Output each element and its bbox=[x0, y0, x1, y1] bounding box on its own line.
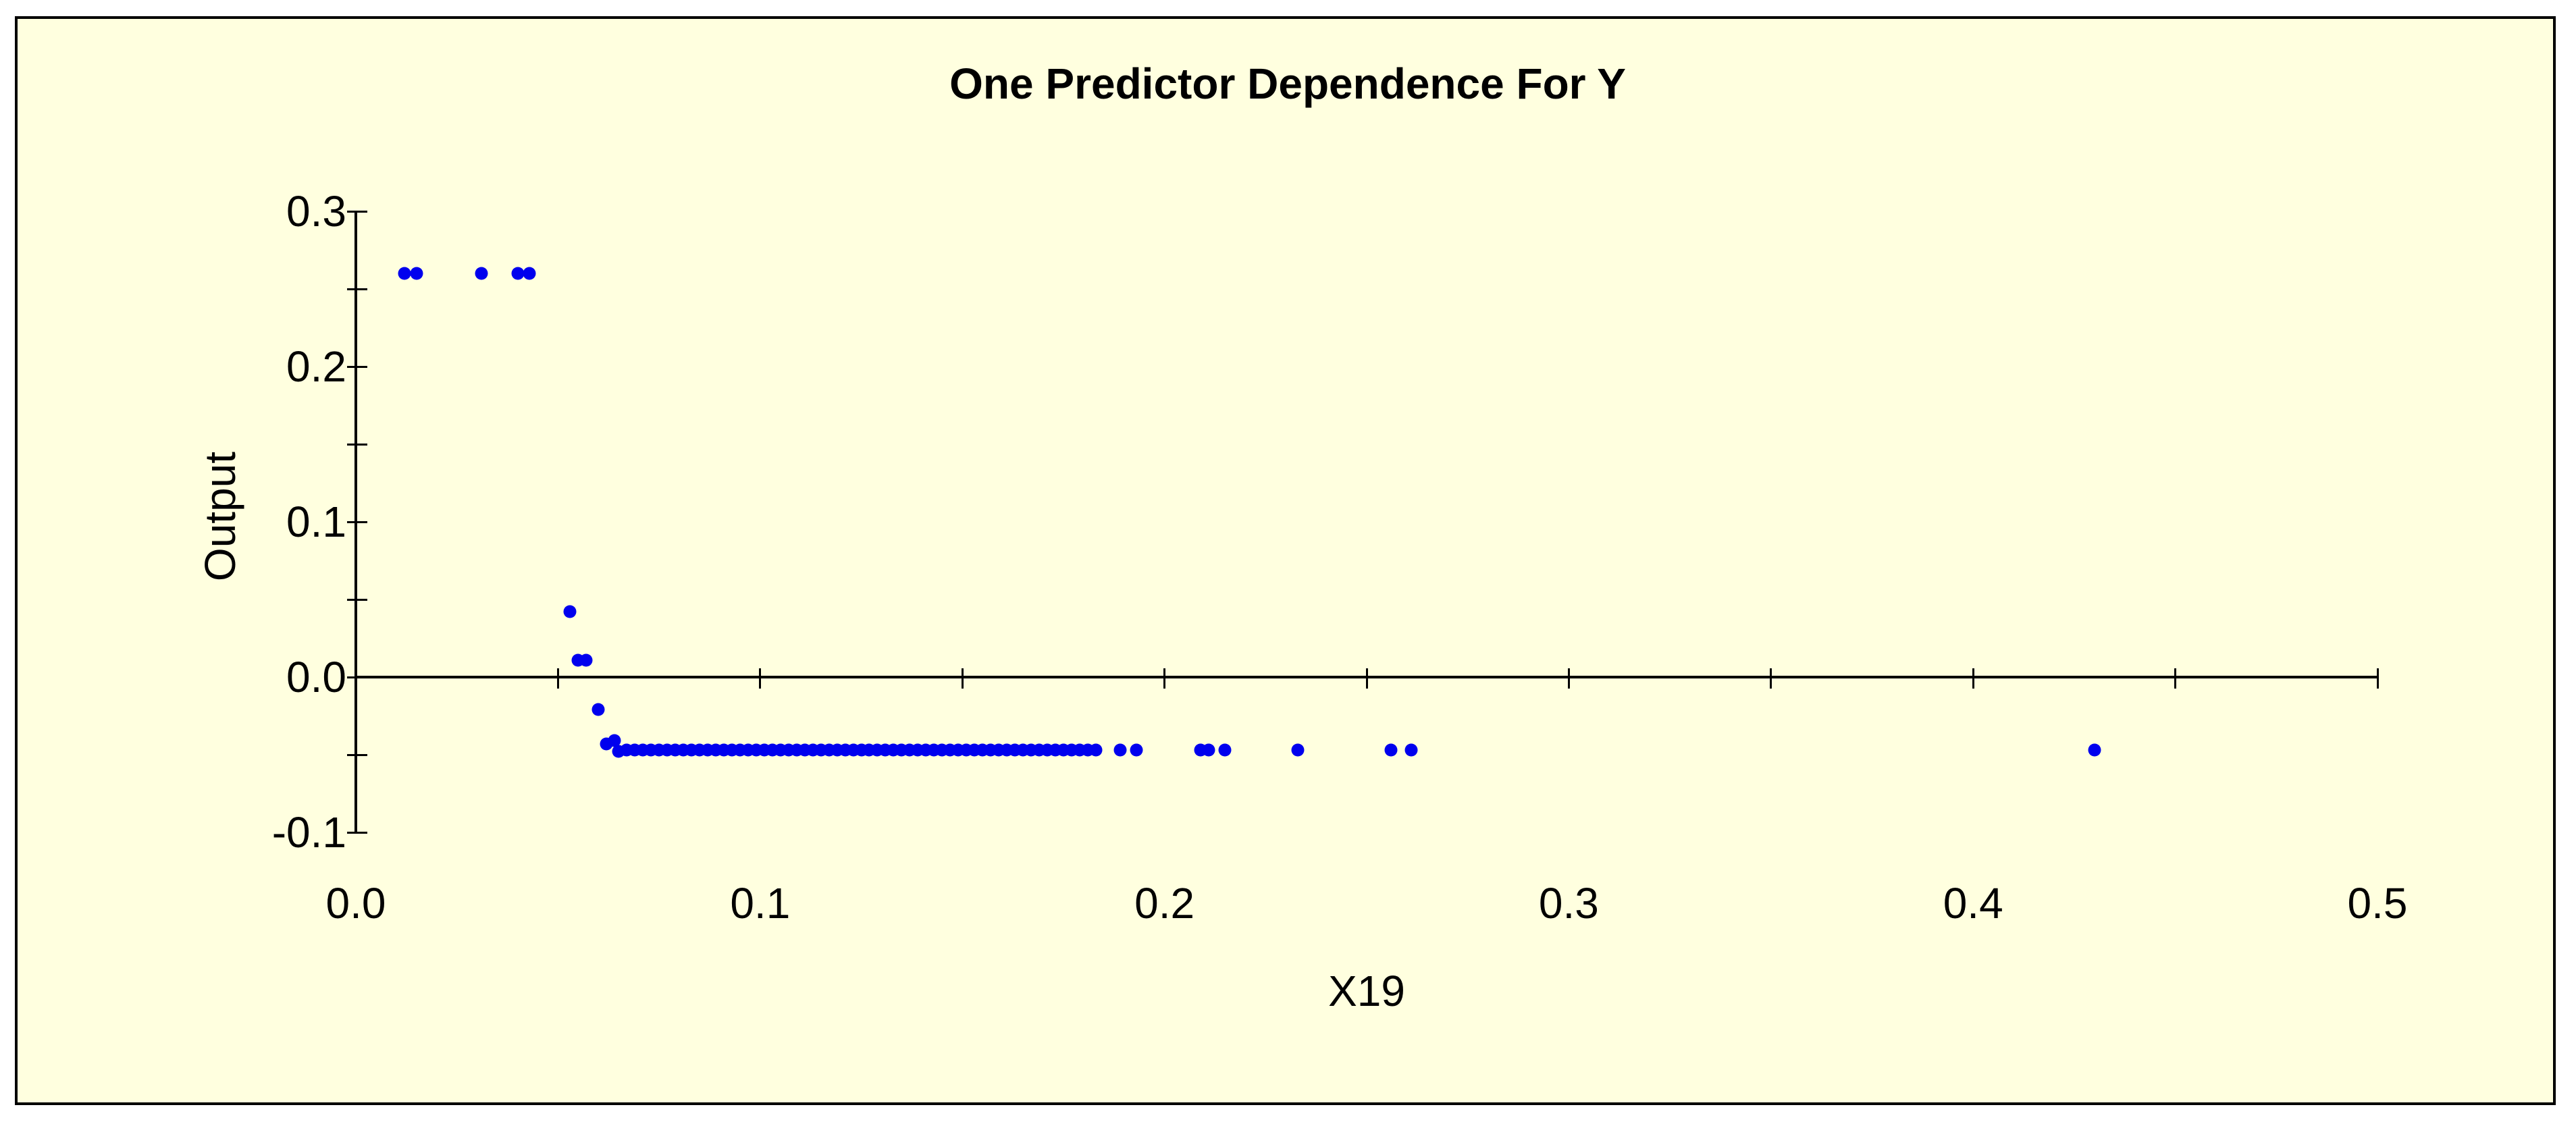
x-tick bbox=[1972, 668, 1974, 689]
scatter-point bbox=[1089, 743, 1103, 757]
scatter-point bbox=[523, 267, 536, 280]
y-tick-label: 0.1 bbox=[286, 498, 346, 546]
x-tick bbox=[354, 668, 357, 689]
x-tick-label: 0.4 bbox=[1943, 879, 2003, 928]
x-tick bbox=[2376, 668, 2379, 689]
x-tick bbox=[1567, 668, 1570, 689]
chart-panel bbox=[15, 16, 2556, 1105]
scatter-point bbox=[1113, 743, 1127, 757]
x-tick bbox=[1770, 668, 1772, 689]
scatter-point bbox=[1218, 743, 1232, 757]
x-tick bbox=[556, 668, 559, 689]
y-tick-label: 0.0 bbox=[286, 653, 346, 701]
y-tick bbox=[347, 210, 367, 213]
x-tick bbox=[961, 668, 964, 689]
y-tick bbox=[347, 831, 367, 834]
y-tick bbox=[347, 520, 367, 523]
x-tick bbox=[759, 668, 762, 689]
x-axis-title: X19 bbox=[1328, 967, 1405, 1015]
x-tick-label: 0.1 bbox=[730, 879, 791, 928]
x-tick bbox=[1365, 668, 1368, 689]
scatter-point bbox=[2088, 743, 2101, 757]
y-tick-label: 0.2 bbox=[286, 342, 346, 391]
x-tick bbox=[1163, 668, 1166, 689]
y-tick bbox=[347, 443, 367, 446]
chart-title: One Predictor Dependence For Y bbox=[949, 59, 1626, 108]
y-tick bbox=[347, 598, 367, 601]
scatter-point bbox=[1291, 743, 1305, 757]
y-tick-label: -0.1 bbox=[271, 808, 346, 857]
x-tick-label: 0.0 bbox=[325, 879, 386, 928]
x-tick-label: 0.3 bbox=[1538, 879, 1599, 928]
scatter-point bbox=[511, 267, 525, 280]
scatter-point bbox=[563, 605, 577, 618]
y-tick bbox=[347, 676, 367, 678]
scatter-point bbox=[475, 267, 488, 280]
scatter-point bbox=[608, 734, 621, 747]
y-tick bbox=[347, 753, 367, 756]
scatter-point bbox=[1404, 743, 1418, 757]
scatter-point bbox=[592, 703, 605, 716]
y-tick bbox=[347, 288, 367, 290]
y-tick bbox=[347, 365, 367, 368]
scatter-point bbox=[410, 267, 423, 280]
scatter-point bbox=[1384, 743, 1398, 757]
scatter-point bbox=[1202, 743, 1215, 757]
x-tick-label: 0.2 bbox=[1134, 879, 1195, 928]
scatter-point bbox=[398, 267, 411, 280]
scatter-point bbox=[1130, 743, 1143, 757]
scatter-point bbox=[579, 653, 593, 667]
x-tick bbox=[2174, 668, 2177, 689]
y-tick-label: 0.3 bbox=[286, 187, 346, 236]
x-tick-label: 0.5 bbox=[2347, 879, 2408, 928]
